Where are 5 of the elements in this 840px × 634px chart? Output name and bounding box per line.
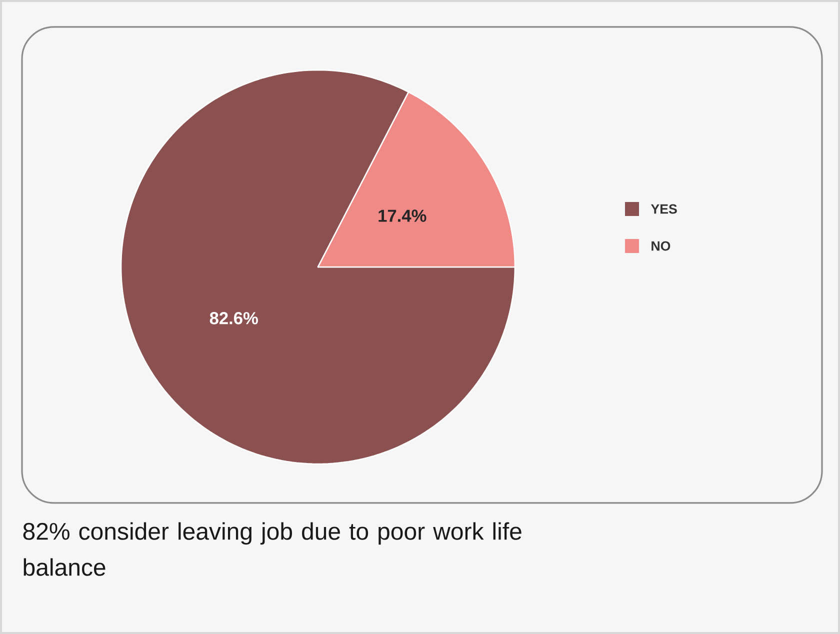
data-label: 82.6% [210, 312, 258, 324]
data-label: 17.4% [378, 210, 426, 222]
legend-label: YES [650, 204, 677, 214]
text: 82% consider leaving job due to poor work life balance [23, 522, 522, 576]
legend-label: NO [652, 241, 670, 251]
